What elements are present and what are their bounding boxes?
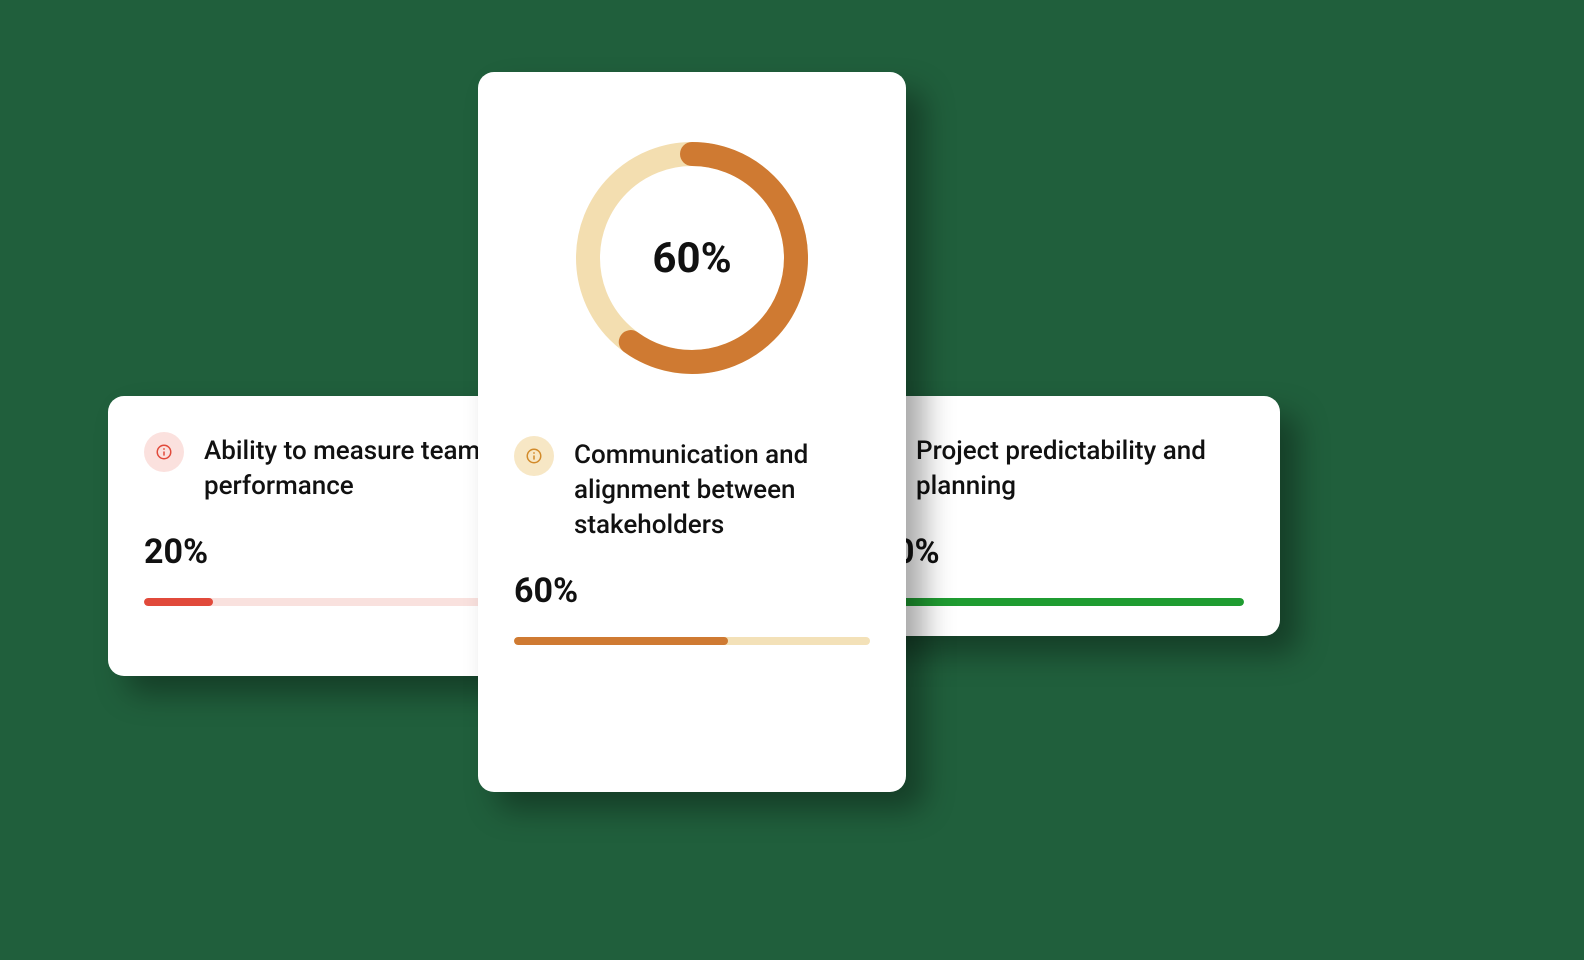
gauge-chart: 60% (514, 128, 870, 388)
progress-bar (514, 637, 870, 645)
progress-bar-fill (856, 598, 1244, 606)
progress-bar-fill (144, 598, 213, 606)
dashboard-stage: Ability to measure team performance 20% … (0, 0, 1584, 960)
metric-header: Ability to measure team performance (144, 432, 487, 504)
info-icon-svg (155, 443, 173, 461)
metric-card-left: Ability to measure team performance 20% (108, 396, 523, 676)
progress-bar (856, 598, 1244, 606)
metric-title: Ability to measure team performance (204, 432, 487, 504)
progress-bar-fill (514, 637, 728, 645)
gauge-label: 60% (562, 128, 822, 388)
info-icon (514, 436, 554, 476)
metric-value: 20% (144, 532, 487, 572)
metric-header: Communication and alignment between stak… (514, 436, 870, 543)
metric-title: Project predictability and planning (916, 432, 1244, 504)
info-icon (144, 432, 184, 472)
metric-value: 100% (856, 532, 1244, 572)
progress-bar (144, 598, 487, 606)
gauge-donut: 60% (562, 128, 822, 388)
metric-card-center: 60% Communication and alignment between … (478, 72, 906, 792)
metric-title: Communication and alignment between stak… (574, 436, 870, 543)
metric-header: Project predictability and planning (856, 432, 1244, 504)
metric-value: 60% (514, 571, 870, 611)
info-icon-svg (525, 447, 543, 465)
